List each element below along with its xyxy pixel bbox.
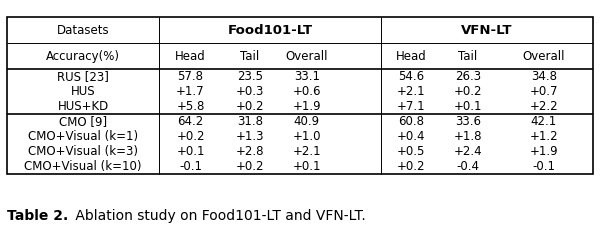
Text: +1.9: +1.9: [293, 100, 321, 113]
Text: 60.8: 60.8: [398, 115, 424, 128]
Text: 64.2: 64.2: [178, 115, 203, 128]
Text: Accuracy(%): Accuracy(%): [46, 50, 120, 63]
Text: +0.2: +0.2: [454, 85, 482, 98]
Text: +2.2: +2.2: [530, 100, 558, 113]
Text: +1.9: +1.9: [530, 145, 558, 158]
Text: Tail: Tail: [240, 50, 260, 63]
Text: +0.2: +0.2: [236, 160, 264, 173]
Text: +0.3: +0.3: [236, 85, 264, 98]
Text: 26.3: 26.3: [455, 70, 481, 83]
Text: 33.1: 33.1: [294, 70, 320, 83]
Text: Head: Head: [175, 50, 206, 63]
Text: 54.6: 54.6: [398, 70, 424, 83]
Text: +0.7: +0.7: [530, 85, 558, 98]
Text: CMO+Visual (k=1): CMO+Visual (k=1): [28, 130, 138, 143]
Text: +0.2: +0.2: [236, 100, 264, 113]
Text: CMO+Visual (k=10): CMO+Visual (k=10): [25, 160, 142, 173]
Text: CMO [9]: CMO [9]: [59, 115, 107, 128]
Text: 23.5: 23.5: [237, 70, 263, 83]
Text: +0.2: +0.2: [176, 130, 205, 143]
Text: +5.8: +5.8: [176, 100, 205, 113]
Text: 40.9: 40.9: [294, 115, 320, 128]
Text: +2.8: +2.8: [236, 145, 264, 158]
Text: +1.3: +1.3: [236, 130, 264, 143]
Text: VFN-LT: VFN-LT: [461, 24, 512, 37]
Text: +0.5: +0.5: [397, 145, 425, 158]
Text: -0.1: -0.1: [179, 160, 202, 173]
Text: +1.7: +1.7: [176, 85, 205, 98]
Text: RUS [23]: RUS [23]: [57, 70, 109, 83]
Text: Overall: Overall: [286, 50, 328, 63]
Text: -0.4: -0.4: [457, 160, 479, 173]
Text: -0.1: -0.1: [532, 160, 556, 173]
Text: 42.1: 42.1: [531, 115, 557, 128]
Text: Ablation study on Food101-LT and VFN-LT.: Ablation study on Food101-LT and VFN-LT.: [71, 209, 366, 223]
Text: +2.1: +2.1: [397, 85, 425, 98]
Text: CMO+Visual (k=3): CMO+Visual (k=3): [28, 145, 138, 158]
Text: +0.2: +0.2: [397, 160, 425, 173]
Text: +2.1: +2.1: [293, 145, 321, 158]
Text: HUS+KD: HUS+KD: [58, 100, 109, 113]
Text: +1.0: +1.0: [293, 130, 321, 143]
Text: +0.1: +0.1: [176, 145, 205, 158]
Text: Datasets: Datasets: [57, 24, 109, 37]
Text: +7.1: +7.1: [397, 100, 425, 113]
Text: Head: Head: [395, 50, 427, 63]
Text: 34.8: 34.8: [531, 70, 557, 83]
Text: Food101-LT: Food101-LT: [227, 24, 313, 37]
Text: +2.4: +2.4: [454, 145, 482, 158]
Text: Table 2.: Table 2.: [7, 209, 68, 223]
Text: 57.8: 57.8: [178, 70, 203, 83]
Text: Tail: Tail: [458, 50, 478, 63]
Text: +0.4: +0.4: [397, 130, 425, 143]
Text: +1.2: +1.2: [530, 130, 558, 143]
Bar: [7, 17, 593, 174]
Text: +0.1: +0.1: [293, 160, 321, 173]
Text: 31.8: 31.8: [237, 115, 263, 128]
Text: 33.6: 33.6: [455, 115, 481, 128]
Text: HUS: HUS: [71, 85, 95, 98]
Text: +0.1: +0.1: [454, 100, 482, 113]
Text: +0.6: +0.6: [293, 85, 321, 98]
Text: Overall: Overall: [523, 50, 565, 63]
Text: +1.8: +1.8: [454, 130, 482, 143]
